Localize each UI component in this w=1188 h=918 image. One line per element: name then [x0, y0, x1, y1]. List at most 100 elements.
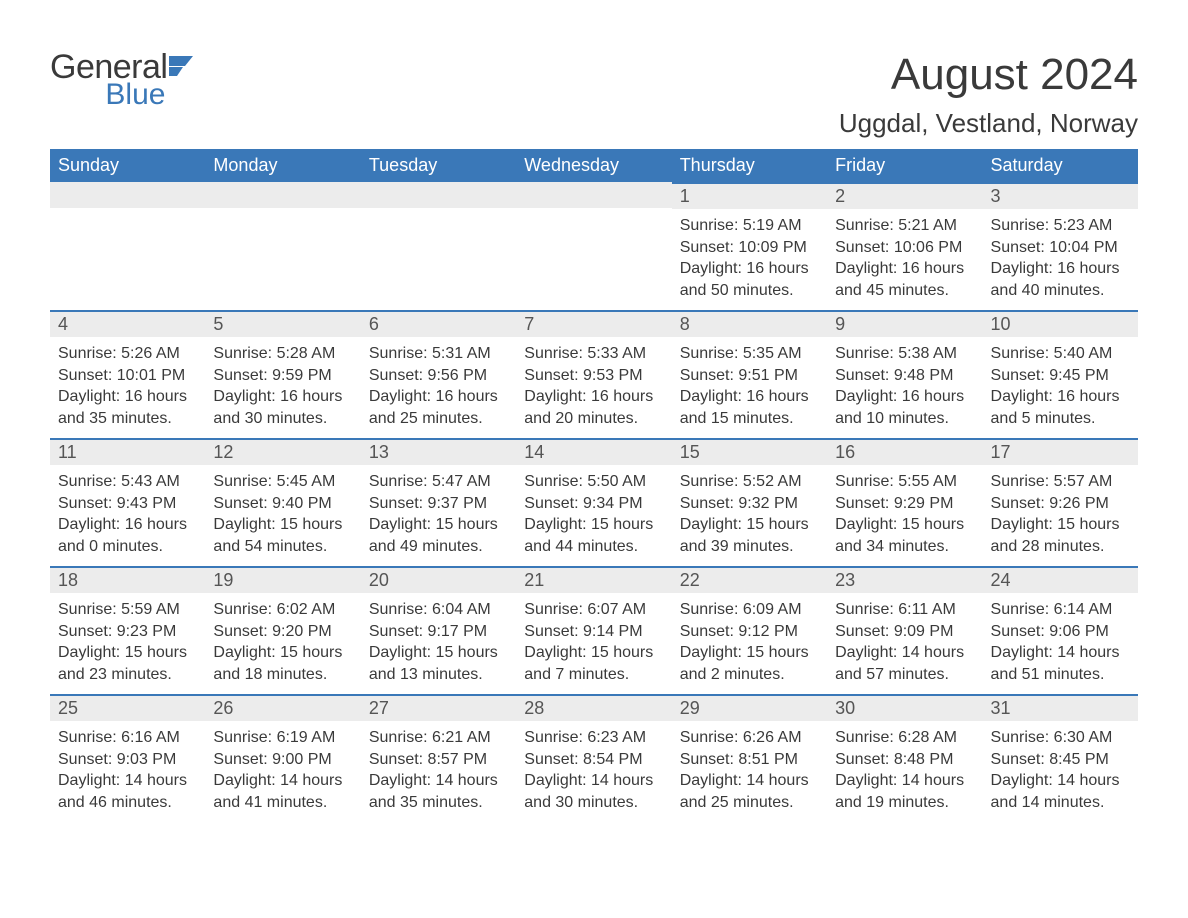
- day-body: Sunrise: 6:07 AMSunset: 9:14 PMDaylight:…: [516, 593, 671, 689]
- sunrise-line: Sunrise: 6:02 AM: [213, 599, 352, 621]
- day-body: Sunrise: 6:09 AMSunset: 9:12 PMDaylight:…: [672, 593, 827, 689]
- day-number: 18: [50, 566, 205, 593]
- calendar-cell: 5Sunrise: 5:28 AMSunset: 9:59 PMDaylight…: [205, 310, 360, 438]
- day-number: 16: [827, 438, 982, 465]
- sunset-line: Sunset: 9:20 PM: [213, 621, 352, 643]
- calendar-cell: 1Sunrise: 5:19 AMSunset: 10:09 PMDayligh…: [672, 182, 827, 310]
- daylight-line: Daylight: 14 hours and 14 minutes.: [991, 770, 1130, 813]
- sunset-line: Sunset: 9:51 PM: [680, 365, 819, 387]
- daylight-line: Daylight: 16 hours and 35 minutes.: [58, 386, 197, 429]
- sunrise-line: Sunrise: 5:47 AM: [369, 471, 508, 493]
- calendar-row: 11Sunrise: 5:43 AMSunset: 9:43 PMDayligh…: [50, 438, 1138, 566]
- calendar-cell: 24Sunrise: 6:14 AMSunset: 9:06 PMDayligh…: [983, 566, 1138, 694]
- day-body: Sunrise: 6:23 AMSunset: 8:54 PMDaylight:…: [516, 721, 671, 817]
- sunset-line: Sunset: 9:14 PM: [524, 621, 663, 643]
- sunset-line: Sunset: 9:12 PM: [680, 621, 819, 643]
- day-body: Sunrise: 5:47 AMSunset: 9:37 PMDaylight:…: [361, 465, 516, 561]
- day-body: Sunrise: 5:52 AMSunset: 9:32 PMDaylight:…: [672, 465, 827, 561]
- daylight-line: Daylight: 14 hours and 41 minutes.: [213, 770, 352, 813]
- empty-day: [516, 182, 671, 208]
- month-title: August 2024: [839, 50, 1138, 100]
- sunset-line: Sunset: 9:56 PM: [369, 365, 508, 387]
- day-body: Sunrise: 6:02 AMSunset: 9:20 PMDaylight:…: [205, 593, 360, 689]
- sunrise-line: Sunrise: 5:26 AM: [58, 343, 197, 365]
- day-number: 19: [205, 566, 360, 593]
- sunrise-line: Sunrise: 5:38 AM: [835, 343, 974, 365]
- day-number: 27: [361, 694, 516, 721]
- sunrise-line: Sunrise: 5:35 AM: [680, 343, 819, 365]
- calendar-cell: 20Sunrise: 6:04 AMSunset: 9:17 PMDayligh…: [361, 566, 516, 694]
- sunset-line: Sunset: 9:06 PM: [991, 621, 1130, 643]
- calendar-row: 4Sunrise: 5:26 AMSunset: 10:01 PMDayligh…: [50, 310, 1138, 438]
- calendar-cell: 2Sunrise: 5:21 AMSunset: 10:06 PMDayligh…: [827, 182, 982, 310]
- day-body: Sunrise: 5:50 AMSunset: 9:34 PMDaylight:…: [516, 465, 671, 561]
- day-body: Sunrise: 5:19 AMSunset: 10:09 PMDaylight…: [672, 209, 827, 305]
- day-number: 21: [516, 566, 671, 593]
- day-number: 17: [983, 438, 1138, 465]
- sunrise-line: Sunrise: 5:21 AM: [835, 215, 974, 237]
- daylight-line: Daylight: 16 hours and 50 minutes.: [680, 258, 819, 301]
- day-number: 30: [827, 694, 982, 721]
- sunrise-line: Sunrise: 5:40 AM: [991, 343, 1130, 365]
- sunset-line: Sunset: 9:48 PM: [835, 365, 974, 387]
- day-body: Sunrise: 5:40 AMSunset: 9:45 PMDaylight:…: [983, 337, 1138, 433]
- sunrise-line: Sunrise: 6:30 AM: [991, 727, 1130, 749]
- day-body: Sunrise: 5:59 AMSunset: 9:23 PMDaylight:…: [50, 593, 205, 689]
- daylight-line: Daylight: 14 hours and 46 minutes.: [58, 770, 197, 813]
- sunset-line: Sunset: 8:45 PM: [991, 749, 1130, 771]
- sunset-line: Sunset: 9:00 PM: [213, 749, 352, 771]
- daylight-line: Daylight: 16 hours and 20 minutes.: [524, 386, 663, 429]
- sunrise-line: Sunrise: 5:19 AM: [680, 215, 819, 237]
- day-body: Sunrise: 5:57 AMSunset: 9:26 PMDaylight:…: [983, 465, 1138, 561]
- daylight-line: Daylight: 15 hours and 13 minutes.: [369, 642, 508, 685]
- empty-day: [205, 182, 360, 208]
- sunset-line: Sunset: 9:45 PM: [991, 365, 1130, 387]
- day-body: Sunrise: 6:14 AMSunset: 9:06 PMDaylight:…: [983, 593, 1138, 689]
- sunset-line: Sunset: 9:59 PM: [213, 365, 352, 387]
- calendar-row: 1Sunrise: 5:19 AMSunset: 10:09 PMDayligh…: [50, 182, 1138, 310]
- day-body: Sunrise: 6:04 AMSunset: 9:17 PMDaylight:…: [361, 593, 516, 689]
- day-number: 1: [672, 182, 827, 209]
- daylight-line: Daylight: 16 hours and 10 minutes.: [835, 386, 974, 429]
- day-number: 22: [672, 566, 827, 593]
- day-body: Sunrise: 6:11 AMSunset: 9:09 PMDaylight:…: [827, 593, 982, 689]
- dayheader-tuesday: Tuesday: [361, 149, 516, 182]
- day-number: 12: [205, 438, 360, 465]
- logo-flag-icon: [169, 56, 199, 83]
- daylight-line: Daylight: 16 hours and 30 minutes.: [213, 386, 352, 429]
- day-number: 6: [361, 310, 516, 337]
- sunset-line: Sunset: 9:34 PM: [524, 493, 663, 515]
- daylight-line: Daylight: 14 hours and 57 minutes.: [835, 642, 974, 685]
- sunrise-line: Sunrise: 5:50 AM: [524, 471, 663, 493]
- calendar-cell: 26Sunrise: 6:19 AMSunset: 9:00 PMDayligh…: [205, 694, 360, 822]
- calendar-cell: 10Sunrise: 5:40 AMSunset: 9:45 PMDayligh…: [983, 310, 1138, 438]
- day-number: 26: [205, 694, 360, 721]
- daylight-line: Daylight: 15 hours and 34 minutes.: [835, 514, 974, 557]
- daylight-line: Daylight: 14 hours and 30 minutes.: [524, 770, 663, 813]
- day-number: 2: [827, 182, 982, 209]
- day-number: 20: [361, 566, 516, 593]
- sunrise-line: Sunrise: 5:33 AM: [524, 343, 663, 365]
- sunrise-line: Sunrise: 5:52 AM: [680, 471, 819, 493]
- day-number: 13: [361, 438, 516, 465]
- daylight-line: Daylight: 16 hours and 5 minutes.: [991, 386, 1130, 429]
- dayheader-friday: Friday: [827, 149, 982, 182]
- sunrise-line: Sunrise: 5:45 AM: [213, 471, 352, 493]
- sunset-line: Sunset: 9:09 PM: [835, 621, 974, 643]
- sunrise-line: Sunrise: 6:21 AM: [369, 727, 508, 749]
- daylight-line: Daylight: 15 hours and 23 minutes.: [58, 642, 197, 685]
- location: Uggdal, Vestland, Norway: [839, 108, 1138, 139]
- sunrise-line: Sunrise: 5:23 AM: [991, 215, 1130, 237]
- sunrise-line: Sunrise: 6:28 AM: [835, 727, 974, 749]
- sunrise-line: Sunrise: 5:28 AM: [213, 343, 352, 365]
- sunset-line: Sunset: 8:48 PM: [835, 749, 974, 771]
- day-number: 24: [983, 566, 1138, 593]
- day-number: 3: [983, 182, 1138, 209]
- calendar-cell: [205, 182, 360, 310]
- calendar-cell: 15Sunrise: 5:52 AMSunset: 9:32 PMDayligh…: [672, 438, 827, 566]
- sunset-line: Sunset: 10:04 PM: [991, 237, 1130, 259]
- calendar-cell: 28Sunrise: 6:23 AMSunset: 8:54 PMDayligh…: [516, 694, 671, 822]
- calendar-cell: 4Sunrise: 5:26 AMSunset: 10:01 PMDayligh…: [50, 310, 205, 438]
- day-body: Sunrise: 5:23 AMSunset: 10:04 PMDaylight…: [983, 209, 1138, 305]
- sunrise-line: Sunrise: 6:23 AM: [524, 727, 663, 749]
